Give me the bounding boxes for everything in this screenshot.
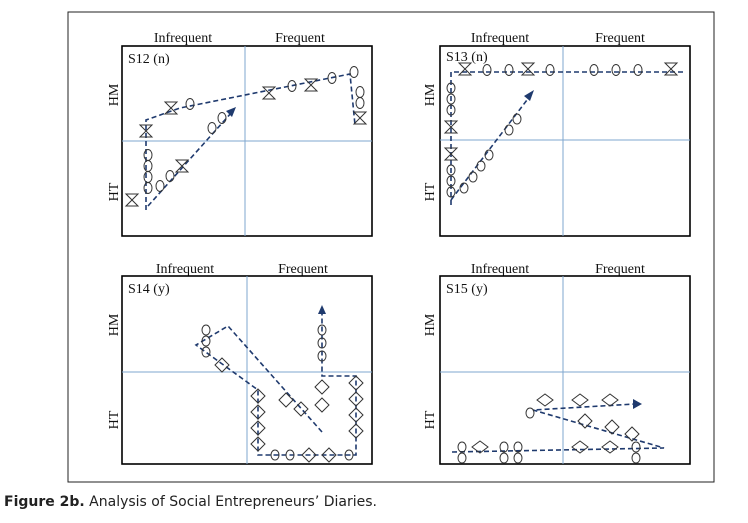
caption-text: Analysis of Social Entrepreneurs’ Diarie…: [89, 494, 377, 510]
panel-s14: Infrequent Frequent HM HT S14 (y): [107, 262, 373, 465]
panel-title: S15 (y): [446, 282, 488, 297]
panel-s13: Infrequent Frequent HM HT S13 (n): [423, 31, 691, 237]
caption-label: Figure 2b.: [4, 494, 85, 510]
panel-frame: [439, 275, 691, 465]
column-label-frequent: Frequent: [278, 262, 328, 277]
panel-title: S13 (n): [446, 50, 488, 65]
row-label-ht: HT: [423, 410, 438, 429]
panel-frame: [439, 45, 691, 237]
diary-path: [450, 71, 686, 205]
diary-path: [194, 314, 357, 456]
row-label-ht: HT: [107, 182, 122, 201]
path-markers: [443, 62, 679, 198]
path-markers: [124, 66, 368, 207]
column-label-infrequent: Infrequent: [471, 31, 529, 46]
column-label-frequent: Frequent: [275, 31, 325, 46]
arrow-head: [524, 90, 534, 101]
panel-s15: Infrequent Frequent HM HT S15 (y): [423, 262, 691, 465]
panel-s12: Infrequent Frequent HM HT S12 (n): [107, 31, 373, 237]
row-label-ht: HT: [107, 410, 122, 429]
column-label-infrequent: Infrequent: [471, 262, 529, 277]
arrow-head: [226, 107, 236, 117]
row-label-hm: HM: [107, 83, 122, 106]
path-markers: [201, 324, 364, 463]
row-label-hm: HM: [107, 313, 122, 336]
column-label-frequent: Frequent: [595, 31, 645, 46]
column-label-infrequent: Infrequent: [156, 262, 214, 277]
figure-frame: [67, 11, 715, 483]
diary-path: [451, 403, 665, 453]
row-label-hm: HM: [423, 313, 438, 336]
figure-caption: Figure 2b. Analysis of Social Entreprene…: [4, 494, 377, 510]
row-label-hm: HM: [423, 83, 438, 106]
panel-title: S12 (n): [128, 52, 170, 67]
row-label-ht: HT: [423, 182, 438, 201]
diary-path: [145, 73, 356, 210]
panel-title: S14 (y): [128, 282, 170, 297]
column-label-frequent: Frequent: [595, 262, 645, 277]
arrow-head: [633, 399, 642, 409]
column-label-infrequent: Infrequent: [154, 31, 212, 46]
path-markers: [457, 393, 641, 464]
arrow-head: [318, 305, 326, 314]
